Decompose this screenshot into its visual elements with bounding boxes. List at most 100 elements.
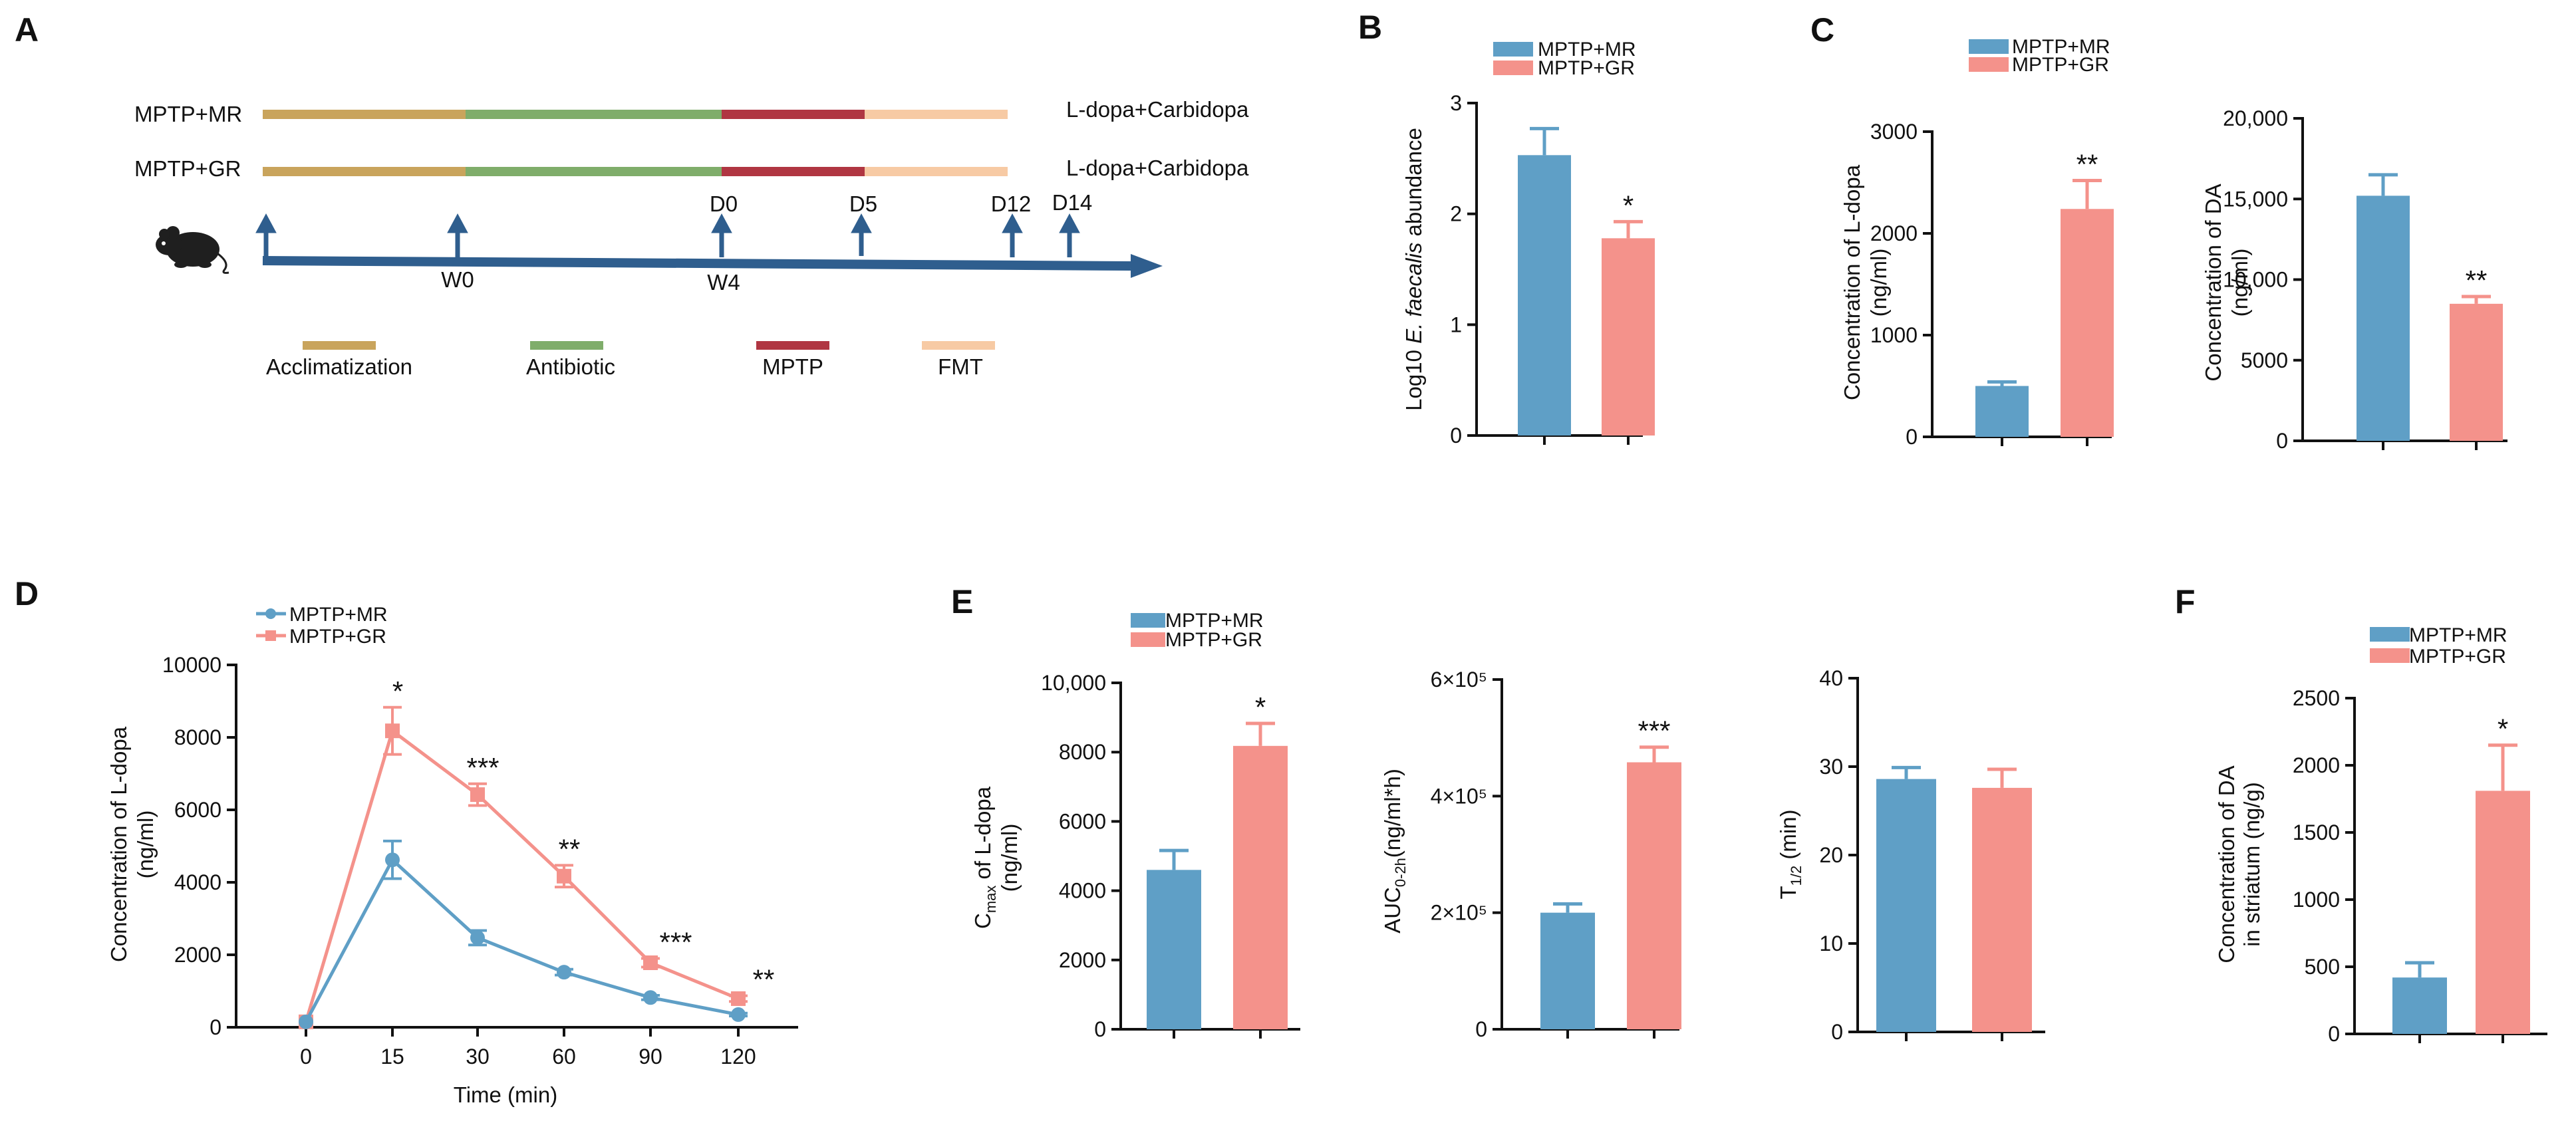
timeline-ticks <box>255 213 1080 261</box>
y-tick-label: 0 <box>2328 1022 2340 1046</box>
legend-swatch-acclimatization <box>303 341 376 350</box>
y-tick-label: 0 <box>1094 1017 1106 1041</box>
bar-mptp-mr <box>1518 155 1571 436</box>
group-label-gr: MPTP+GR <box>134 156 241 181</box>
y-tick-label: 2 <box>1450 202 1462 226</box>
x-tick-label: 90 <box>639 1045 662 1068</box>
y-tick-label: 2000 <box>1870 221 1918 245</box>
treatment-label-mr: L-dopa+Carbidopa <box>1066 97 1249 122</box>
y-tick-label: 10,000 <box>2223 268 2288 292</box>
legend-swatch-mr <box>1131 613 1165 628</box>
y-tick-label: 4×10⁵ <box>1431 784 1487 808</box>
y-tick-label: 1000 <box>2293 888 2340 912</box>
y-tick-label: 2000 <box>1059 948 1106 972</box>
legend-swatch-fmt <box>922 341 995 350</box>
data-point <box>385 852 400 868</box>
legend-text-mr: MPTP+MR <box>1165 610 1264 632</box>
bar-mptp-mr <box>2392 977 2447 1034</box>
legend-panel-c: MPTP+MR MPTP+GR <box>1969 36 2110 76</box>
y-axis-label: Cmax of L-dopa(ng/ml) <box>970 786 1022 929</box>
y-tick-label: 20,000 <box>2223 106 2288 130</box>
legend-panel-b: MPTP+MR MPTP+GR <box>1493 39 1636 79</box>
legend-swatch-gr <box>1131 632 1165 647</box>
bar-mptp-mr <box>1147 870 1201 1029</box>
timepoint-d14: D14 <box>1052 190 1093 215</box>
y-tick-label: 20 <box>1819 843 1843 867</box>
panel-label-b: B <box>1358 9 1382 46</box>
gr-acclimatization-segment <box>263 167 466 176</box>
legend-text-gr: MPTP+GR <box>2012 54 2109 76</box>
y-tick-label: 15,000 <box>2223 187 2288 211</box>
significance-marker: ** <box>753 964 775 995</box>
legend-swatch-mr <box>2370 627 2410 642</box>
chart-c-da-concentration: 0 5000 10,000 15,000 20,000 ** Concentration o… <box>2201 106 2507 453</box>
mr-fmt-segment <box>865 110 1008 119</box>
bar-mptp-gr <box>1602 238 1655 436</box>
panel-label-f: F <box>2175 583 2196 620</box>
y-tick-label: 6×10⁵ <box>1431 668 1487 691</box>
data-point <box>643 990 658 1005</box>
legend-swatch-gr <box>1969 57 2009 72</box>
legend-label-antibiotic: Antibiotic <box>526 354 615 379</box>
y-tick-label: 1 <box>1450 313 1462 336</box>
x-tick-label: 30 <box>466 1045 490 1068</box>
y-tick-label: 40 <box>1819 666 1843 690</box>
legend-panel-f: MPTP+MR MPTP+GR <box>2370 624 2507 668</box>
x-tick-label: 0 <box>300 1045 312 1068</box>
y-tick-label: 5000 <box>2241 348 2288 372</box>
legend-text-gr: MPTP+GR <box>1538 57 1635 79</box>
legend-label-fmt: FMT <box>938 354 983 379</box>
y-tick-label: 2×10⁵ <box>1431 901 1487 925</box>
timeline-arrowhead <box>1131 254 1163 278</box>
legend-swatch-antibiotic <box>530 341 603 350</box>
legend-panel-d: MPTP+MR MPTP+GR <box>256 604 388 648</box>
schematic-panel: MPTP+MR MPTP+GR L-dopa+Carbidopa L-dopa+… <box>134 97 1249 379</box>
y-tick-label: 3000 <box>1870 120 1918 144</box>
panel-label-a: A <box>15 11 39 49</box>
significance-marker: * <box>2498 713 2508 745</box>
y-tick-label: 8000 <box>174 725 221 749</box>
panel-label-c: C <box>1810 11 1834 49</box>
y-tick-label: 1500 <box>2293 820 2340 844</box>
data-point <box>385 723 400 739</box>
legend-text-gr: MPTP+GR <box>1165 629 1262 651</box>
y-tick-label: 30 <box>1819 755 1843 779</box>
y-tick-label: 10000 <box>162 653 221 677</box>
significance-marker: * <box>1255 691 1266 723</box>
series-line-mptp-mr <box>304 857 739 1023</box>
bar-mptp-gr <box>1233 745 1288 1029</box>
significance-marker: ** <box>2466 265 2488 296</box>
legend-label-mptp: MPTP <box>762 354 823 379</box>
data-point <box>470 930 485 945</box>
timeline-axis <box>262 256 1131 271</box>
mr-acclimatization-segment <box>263 110 466 119</box>
data-point <box>299 1014 313 1029</box>
bar-mptp-gr <box>2476 791 2530 1034</box>
x-tick-label: 15 <box>380 1045 404 1068</box>
significance-marker: * <box>392 676 403 707</box>
legend-swatch-mptp <box>756 341 829 350</box>
data-point <box>643 955 658 970</box>
y-tick-label: 10,000 <box>1041 671 1106 695</box>
data-point <box>470 787 485 803</box>
y-tick-label: 0 <box>1475 1017 1487 1041</box>
bar-mptp-mr <box>2357 195 2410 441</box>
timepoint-d5: D5 <box>849 191 877 216</box>
gr-fmt-segment <box>865 167 1008 176</box>
mr-mptp-segment <box>722 110 865 119</box>
x-axis-label: Time (min) <box>454 1082 557 1107</box>
y-tick-label: 10 <box>1819 932 1843 955</box>
legend-text-gr: MPTP+GR <box>2409 646 2506 668</box>
bar-mptp-mr <box>1876 779 1936 1032</box>
y-tick-label: 0 <box>1906 425 1918 449</box>
y-tick-label: 6000 <box>174 798 221 822</box>
series-line-mptp-gr <box>304 728 739 1023</box>
y-tick-label: 8000 <box>1059 740 1106 764</box>
y-tick-label: 1000 <box>1870 323 1918 347</box>
legend-text-mr: MPTP+MR <box>1538 39 1636 61</box>
legend-swatch-mr <box>1969 39 2009 54</box>
significance-marker: ** <box>2076 148 2098 180</box>
y-tick-label: 0 <box>2276 429 2288 453</box>
y-tick-label: 500 <box>2305 955 2340 979</box>
